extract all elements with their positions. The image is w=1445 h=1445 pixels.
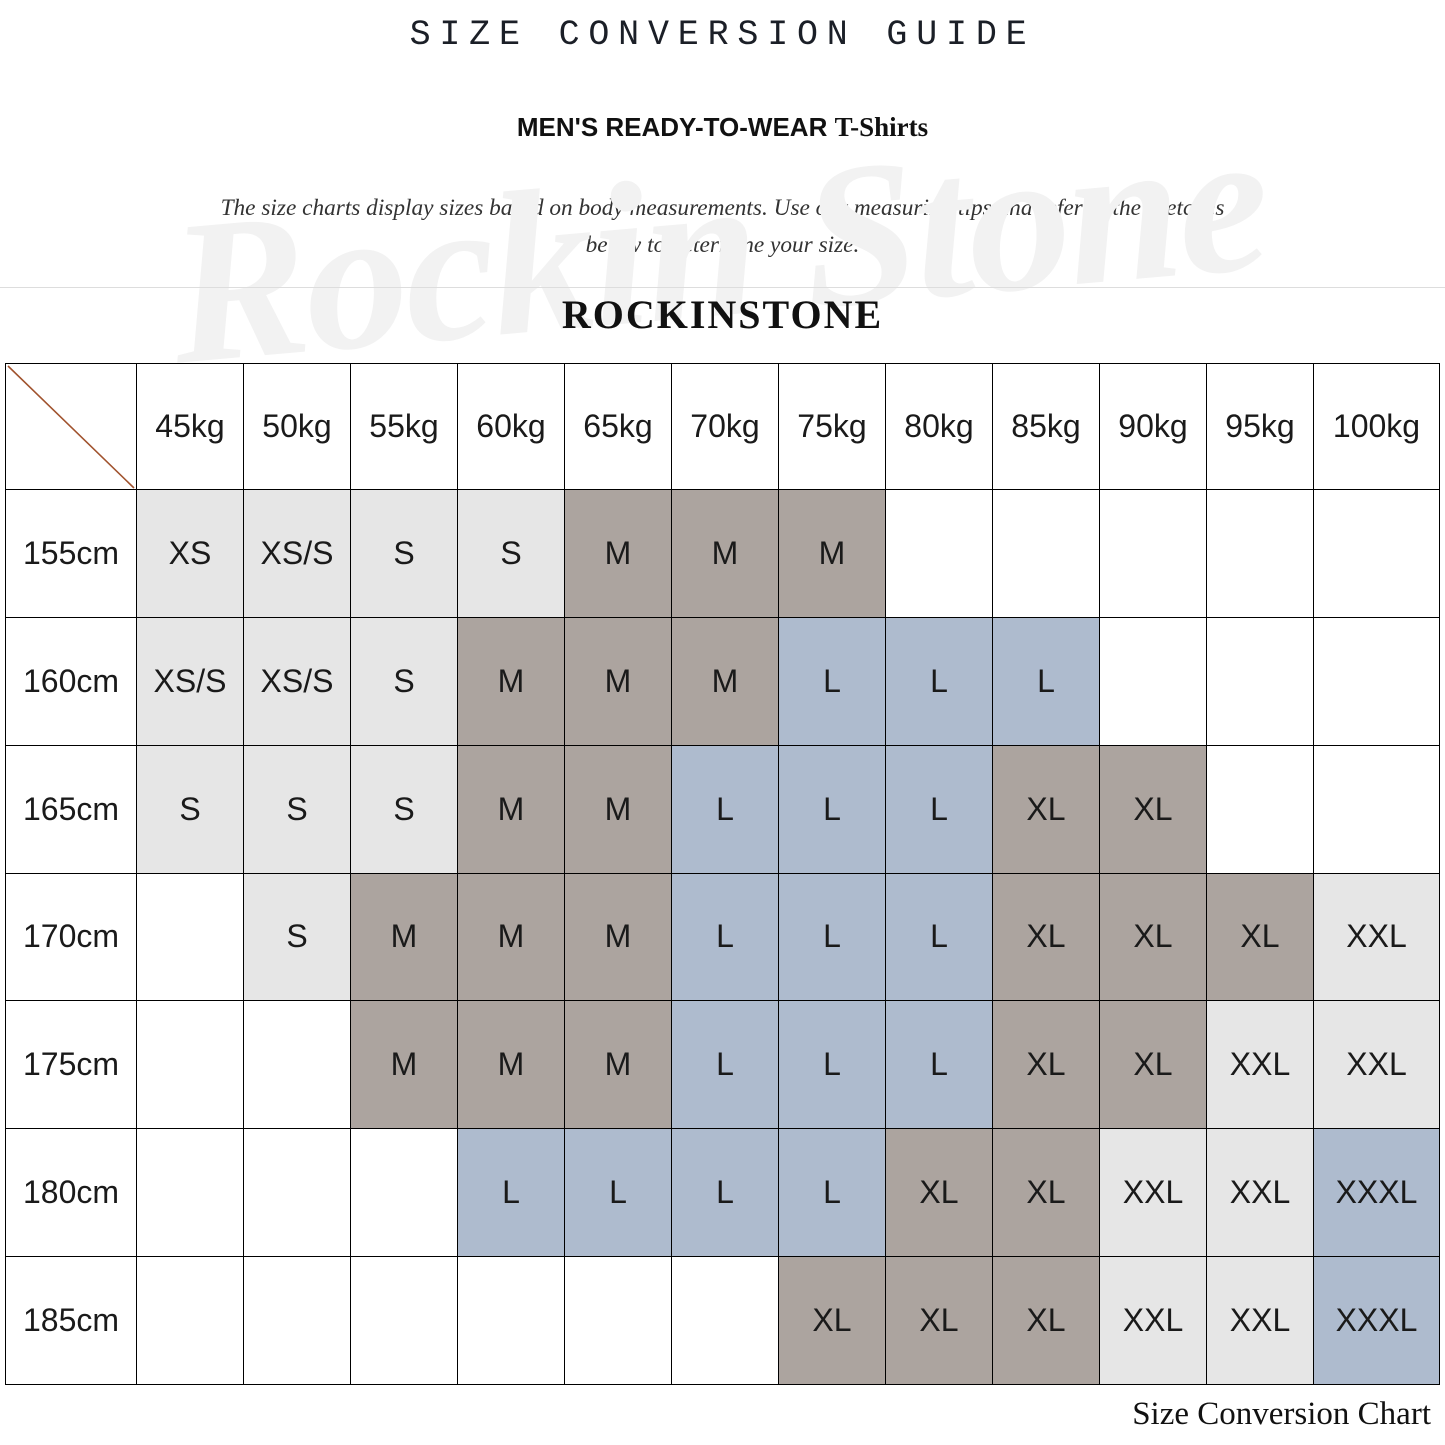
svg-text:Rockin Stone: Rockin Stone [161, 140, 1275, 385]
